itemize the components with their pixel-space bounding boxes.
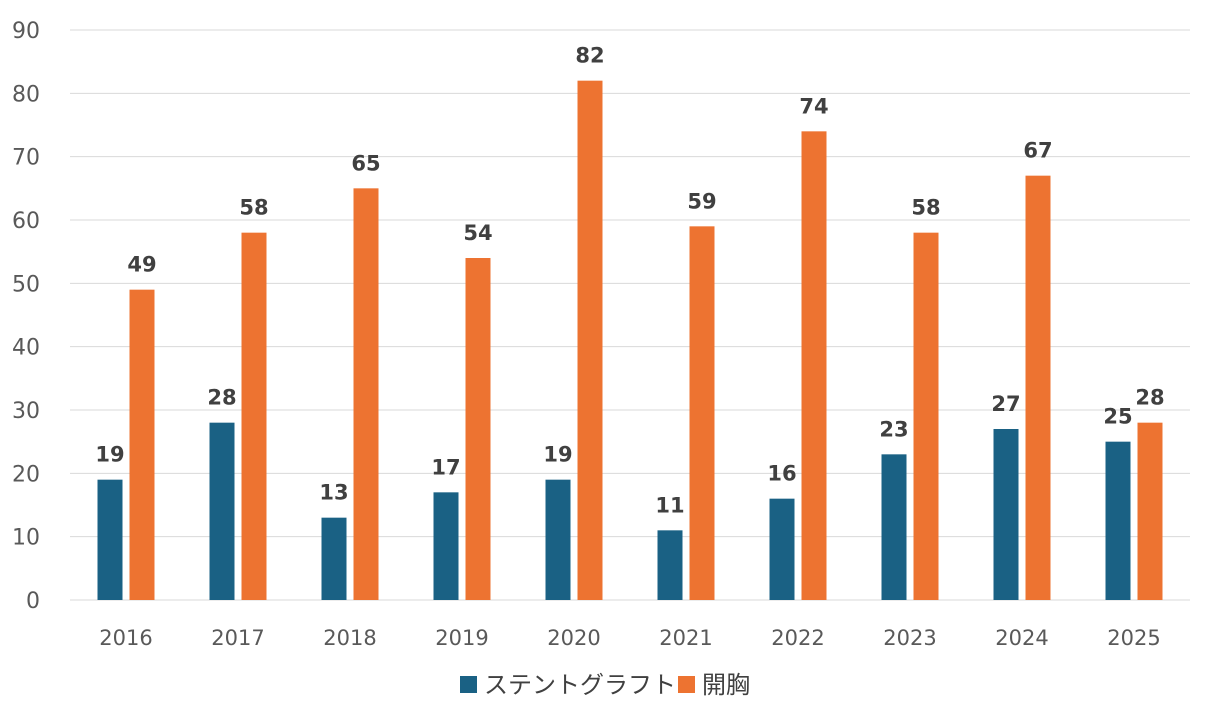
- x-tick-label-2016: 2016: [99, 626, 152, 650]
- x-axis-tick-labels: 2016 2017 2018 2019 2020 2021 2022 2023 2024 2025: [99, 626, 1160, 650]
- x-tick-label-2024: 2024: [995, 626, 1048, 650]
- data-label-open-chest-2017: 58: [239, 196, 268, 220]
- bar-stent-graft-2016: [97, 479, 123, 600]
- y-tick-label-90: 90: [12, 19, 40, 44]
- x-tick-label-2021: 2021: [659, 626, 712, 650]
- bar-stent-graft-2017: [209, 422, 235, 600]
- legend-label-open-chest: 開胸: [702, 671, 750, 699]
- bar-open-chest-2024: [1025, 175, 1051, 600]
- bar-open-chest-2016: [129, 289, 155, 600]
- data-label-stent-graft-2017: 28: [207, 386, 236, 410]
- legend-label-stent-graft: ステントグラフト: [484, 671, 676, 699]
- data-label-stent-graft-2025: 25: [1103, 405, 1132, 429]
- data-label-open-chest-2024: 67: [1023, 139, 1052, 163]
- y-tick-label-0: 0: [26, 589, 40, 614]
- data-label-stent-graft-2024: 27: [991, 392, 1020, 416]
- data-label-open-chest-2022: 74: [799, 94, 828, 118]
- bar-stent-graft-2019: [433, 492, 459, 600]
- x-tick-label-2025: 2025: [1107, 626, 1160, 650]
- bar-open-chest-2017: [241, 232, 267, 600]
- y-tick-label-70: 70: [12, 146, 40, 171]
- bar-stent-graft-2024: [993, 429, 1019, 600]
- y-tick-label-40: 40: [12, 336, 40, 361]
- data-label-stent-graft-2023: 23: [879, 417, 908, 441]
- bar-open-chest-2022: [801, 131, 827, 601]
- x-tick-label-2019: 2019: [435, 626, 488, 650]
- data-label-open-chest-2019: 54: [463, 221, 492, 245]
- bar-stent-graft-2018: [321, 517, 347, 600]
- bar-stent-graft-2022: [769, 498, 795, 600]
- x-tick-label-2018: 2018: [323, 626, 376, 650]
- x-tick-label-2017: 2017: [211, 626, 264, 650]
- data-label-open-chest-2025: 28: [1135, 386, 1164, 410]
- bar-open-chest-2020: [577, 80, 603, 600]
- data-label-stent-graft-2021: 11: [655, 493, 684, 517]
- data-label-open-chest-2021: 59: [687, 189, 716, 213]
- y-tick-label-10: 10: [12, 526, 40, 551]
- data-label-open-chest-2020: 82: [575, 44, 604, 68]
- bars: [97, 80, 1163, 601]
- data-label-stent-graft-2020: 19: [543, 443, 572, 467]
- data-label-stent-graft-2019: 17: [431, 455, 460, 479]
- y-tick-label-50: 50: [12, 272, 40, 297]
- y-tick-label-60: 60: [12, 209, 40, 234]
- bar-stent-graft-2021: [657, 530, 683, 600]
- gridlines: [70, 29, 1190, 601]
- bar-stent-graft-2023: [881, 454, 907, 600]
- data-label-stent-graft-2018: 13: [319, 481, 348, 505]
- data-label-open-chest-2023: 58: [911, 196, 940, 220]
- y-axis-tick-labels: 0 10 20 30 40 50 60 70 80 90: [12, 19, 40, 614]
- legend-swatch-open-chest: [678, 676, 695, 693]
- data-label-stent-graft-2022: 16: [767, 462, 796, 486]
- data-label-open-chest-2016: 49: [127, 253, 156, 277]
- bar-open-chest-2019: [465, 258, 491, 600]
- y-tick-label-80: 80: [12, 82, 40, 107]
- y-tick-label-30: 30: [12, 399, 40, 424]
- bar-open-chest-2023: [913, 232, 939, 600]
- data-label-open-chest-2018: 65: [351, 151, 380, 175]
- legend: ステントグラフト 開胸: [460, 671, 750, 699]
- legend-swatch-stent-graft: [460, 676, 477, 693]
- bar-open-chest-2018: [353, 188, 379, 601]
- bar-stent-graft-2025: [1105, 441, 1131, 600]
- x-tick-label-2023: 2023: [883, 626, 936, 650]
- bar-stent-graft-2020: [545, 479, 571, 600]
- x-tick-label-2022: 2022: [771, 626, 824, 650]
- y-tick-label-20: 20: [12, 462, 40, 487]
- x-tick-label-2020: 2020: [547, 626, 600, 650]
- bar-open-chest-2021: [689, 226, 715, 601]
- data-label-stent-graft-2016: 19: [95, 443, 124, 467]
- bar-open-chest-2025: [1137, 422, 1163, 600]
